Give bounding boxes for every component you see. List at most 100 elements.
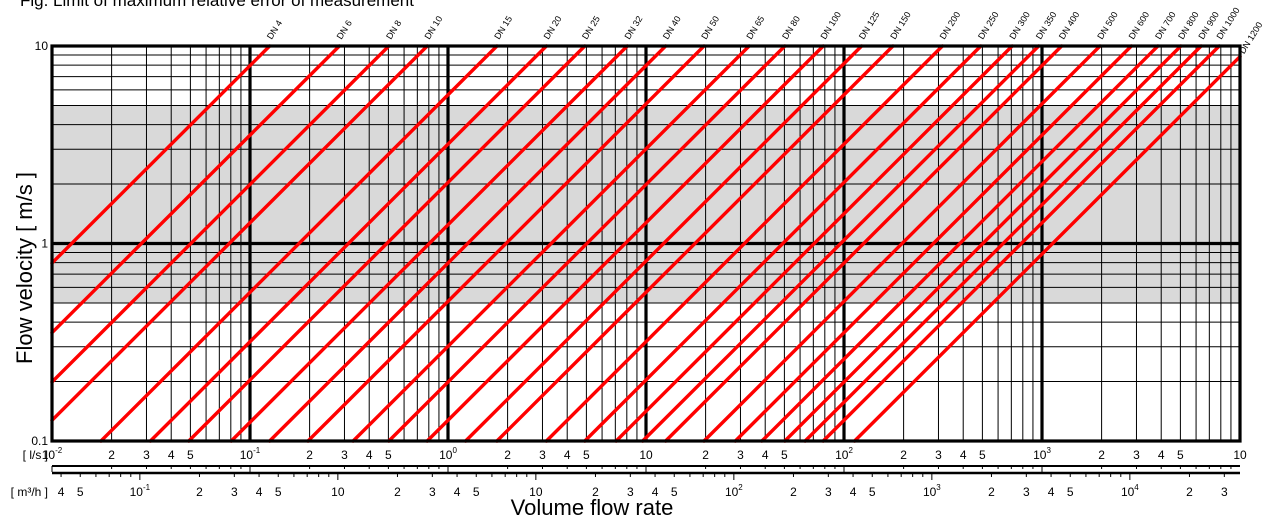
series-label: DN 300 [1007, 10, 1032, 41]
x-tick-label-ls: 2 [1098, 448, 1105, 462]
series-label: DN 700 [1153, 10, 1178, 41]
series-line [821, 44, 1221, 443]
series-line [148, 44, 549, 443]
plot-border [50, 44, 1242, 443]
series-line [783, 44, 1183, 443]
series-label: DN 250 [976, 10, 1001, 41]
series-label: DN 1200 [1237, 20, 1264, 55]
series-label: DN 500 [1095, 10, 1120, 41]
series-line [495, 44, 895, 443]
x-tick-label-ls: 5 [583, 448, 590, 462]
x-tick-label-m3h: 103 [923, 483, 941, 499]
x-tick-label-m3h: 4 [454, 485, 461, 499]
figure-title: Fig. Limit of maximum relative error of … [20, 0, 414, 10]
series-line [702, 44, 1102, 443]
series-label: DN 4 [265, 18, 284, 41]
series-label: DN 600 [1127, 10, 1152, 41]
x-tick-label-m3h: 4 [58, 485, 65, 499]
series-label: DN 6 [335, 18, 354, 41]
x-tick-label-m3h: 3 [429, 485, 436, 499]
series-line [187, 44, 587, 443]
x-tick-label-m3h: 2 [394, 485, 401, 499]
series-label: DN 8 [384, 18, 403, 41]
x-tick-label-m3h: 4 [652, 485, 659, 499]
x-unit-secondary: [ m³/h ] [11, 485, 48, 499]
series-line [306, 44, 706, 443]
x-axis-label: Volume flow rate [511, 495, 674, 519]
series-line [640, 44, 1041, 443]
x-tick-label-ls: 3 [1133, 448, 1140, 462]
series-label: DN 1000 [1214, 6, 1241, 41]
x-tick-label-m3h: 5 [671, 485, 678, 499]
x-tick-label-ls: 3 [341, 448, 348, 462]
x-tick-label-ls: 4 [960, 448, 967, 462]
x-tick-label-m3h: 104 [1121, 483, 1139, 499]
x-tick-label-m3h: 3 [1023, 485, 1030, 499]
series-line [425, 44, 825, 443]
series-line [351, 44, 751, 443]
x-tick-label-m3h: 2 [790, 485, 797, 499]
x-axes: [ l/s ]10-2 2 3 4 5 10-1 2 3 4 5 100 2 3 4 5 10 2 3 4 5 102 2… [11, 446, 1247, 499]
x-tick-label-m3h: 5 [869, 485, 876, 499]
x-tick-label-ls: 10 [639, 448, 653, 462]
x-unit-primary: [ l/s ] [23, 448, 48, 462]
x-tick-label-ls: 10 [1233, 448, 1247, 462]
series-line [50, 44, 429, 422]
x-tick-label-ls: 3 [143, 448, 150, 462]
series-line [760, 44, 1160, 443]
x-tick-label-m3h: 10-1 [130, 483, 151, 499]
x-tick-label-ls: 2 [306, 448, 313, 462]
series-line [229, 44, 629, 443]
x-tick-label-ls: 5 [187, 448, 194, 462]
series-label: DN 350 [1034, 10, 1059, 41]
x-tick-label-m3h: 2 [1186, 485, 1193, 499]
x-tick-label-ls: 3 [539, 448, 546, 462]
series-line [50, 44, 272, 265]
series-line [803, 44, 1203, 443]
x-tick-label-m3h: 3 [1221, 485, 1228, 499]
series-label: DN 150 [888, 10, 913, 41]
x-tick-label-ls: 3 [935, 448, 942, 462]
plot-frame [50, 44, 1242, 443]
series-line [614, 44, 1014, 443]
x-tick-label-ls: 2 [900, 448, 907, 462]
x-tick-label-m3h: 3 [231, 485, 238, 499]
x-tick-label-ls: 10-1 [240, 446, 261, 462]
x-tick-label-m3h: 102 [725, 483, 743, 499]
y-axis-ticks: 0.1 1 10 [31, 39, 48, 448]
series-label: DN 400 [1057, 10, 1082, 41]
series-label: DN 15 [492, 14, 514, 41]
series-label: DN 100 [818, 10, 843, 41]
series-label: DN 20 [542, 14, 564, 41]
x-tick-label-m3h: 4 [256, 485, 263, 499]
series-line [663, 44, 1064, 443]
x-tick-label-m3h: 2 [592, 485, 599, 499]
dn-series [50, 44, 1242, 443]
series-label: DN 25 [580, 14, 602, 41]
x-tick-label-m3h: 4 [850, 485, 857, 499]
series-line [852, 54, 1242, 443]
series-label: DN 200 [938, 10, 963, 41]
series-line [50, 44, 391, 384]
x-tick-label-ls: 100 [439, 446, 457, 462]
x-tick-label-ls: 10-2 [42, 446, 63, 462]
series-label: DN 80 [780, 14, 802, 41]
x-tick-label-ls: 2 [504, 448, 511, 462]
x-tick-label-ls: 4 [762, 448, 769, 462]
series-label: DN 65 [744, 14, 766, 41]
x-tick-label-m3h: 2 [988, 485, 995, 499]
series-label: DN 32 [622, 14, 644, 41]
series-line [583, 44, 983, 443]
x-tick-label-ls: 5 [385, 448, 392, 462]
series-line [544, 44, 945, 443]
series-line [267, 44, 668, 443]
x-tick-label-m3h: 10 [331, 485, 345, 499]
x-tick-label-m3h: 5 [1067, 485, 1074, 499]
series-line [50, 44, 342, 335]
x-tick-label-m3h: 10 [529, 485, 543, 499]
series-label: DN 40 [661, 14, 683, 41]
x-tick-label-m3h: 5 [275, 485, 282, 499]
x-tick-label-ls: 4 [564, 448, 571, 462]
x-tick-label-ls: 5 [979, 448, 986, 462]
